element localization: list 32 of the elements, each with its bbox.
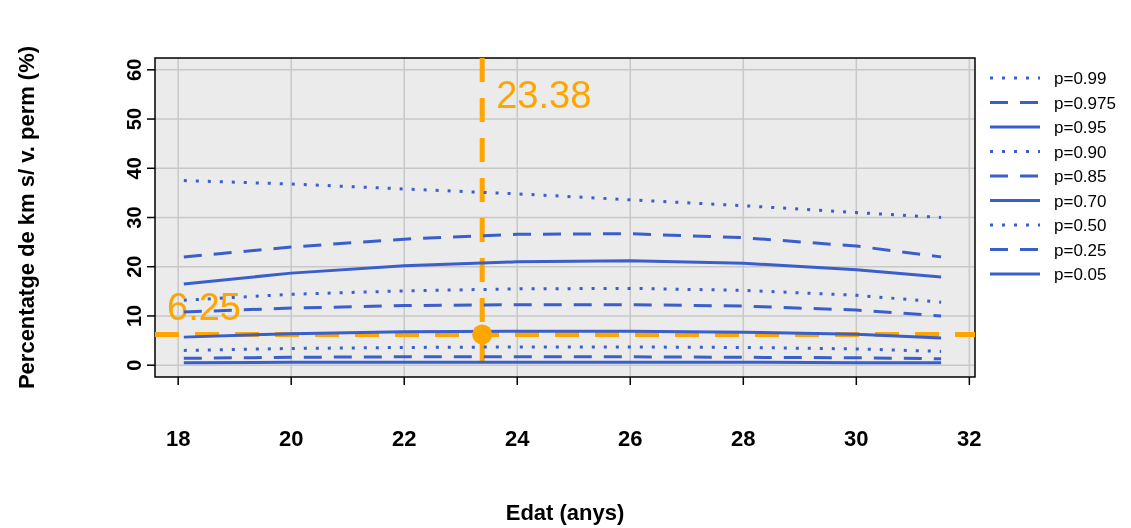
y-axis-title: Percentatge de km s/ v. perm (%) — [14, 45, 39, 390]
legend-label: p=0.85 — [1054, 167, 1107, 186]
line-series — [182, 179, 943, 219]
x-tick-label: 20 — [278, 426, 304, 451]
y-tick-label: 60 — [123, 58, 145, 81]
line-series — [182, 329, 943, 340]
legend-label: p=0.25 — [1054, 240, 1107, 260]
x-tick-label: 32 — [957, 426, 982, 451]
x-tick-label: 24 — [505, 426, 531, 451]
legend-label: p=0.90 — [1054, 142, 1107, 162]
x-tick-label: 26 — [618, 426, 643, 451]
x-axis-title: Edat (anys) — [505, 500, 625, 525]
x-tick-label: 18 — [165, 426, 191, 451]
legend-label: p=0.05 — [1054, 265, 1107, 284]
line-series — [182, 232, 943, 259]
y-tick-label: 40 — [123, 157, 145, 180]
y-tick-label: 30 — [123, 206, 145, 229]
y-tick-label: 0 — [123, 359, 145, 371]
legend-label: p=0.50 — [1054, 216, 1107, 235]
x-tick-label: 22 — [391, 426, 417, 451]
legend-label: p=0.95 — [1054, 118, 1107, 137]
legend-label: p=0.975 — [1054, 93, 1116, 113]
line-series — [182, 259, 943, 286]
legend-label: p=0.70 — [1054, 191, 1107, 211]
legend-label: p=0.99 — [1054, 69, 1107, 88]
y-tick-label: 20 — [123, 255, 145, 278]
x-tick-label: 30 — [844, 426, 869, 451]
ref-line-label: 6.25 — [167, 286, 241, 329]
x-tick-label: 28 — [731, 426, 756, 451]
ref-line-label: 23.38 — [496, 74, 592, 116]
y-tick-label: 50 — [123, 107, 145, 131]
y-tick-label: 10 — [123, 304, 145, 328]
